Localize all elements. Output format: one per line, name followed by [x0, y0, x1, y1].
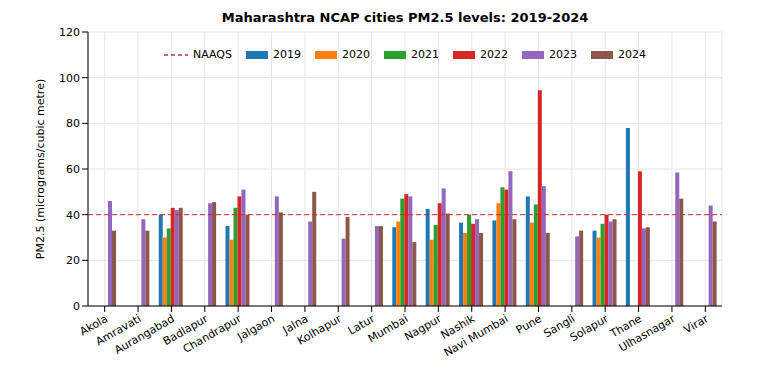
svg-text:Navi Mumbai: Navi Mumbai	[442, 312, 511, 359]
svg-text:Latur: Latur	[345, 312, 377, 338]
svg-text:Aurangabad: Aurangabad	[112, 312, 177, 357]
html-text:2024: 2024	[618, 48, 646, 61]
html-text:2023: 2023	[549, 48, 577, 61]
html-text:2020: 2020	[342, 48, 370, 61]
svg-text:Pune: Pune	[514, 312, 544, 337]
html-text:2019: 2019	[273, 48, 301, 61]
svg-text:100: 100	[59, 72, 80, 85]
html-text:NAAQS: NAAQS	[193, 48, 232, 61]
svg-text:Nashik: Nashik	[438, 312, 478, 342]
svg-text:Ulhasnagar: Ulhasnagar	[617, 312, 678, 355]
svg-text:Chandrapur: Chandrapur	[181, 312, 244, 356]
svg-text:20: 20	[66, 254, 80, 267]
svg-text:Amravati: Amravati	[93, 312, 144, 349]
html-text:2022: 2022	[480, 48, 508, 61]
svg-text:Sangli: Sangli	[541, 312, 578, 341]
svg-text:Mumbai: Mumbai	[366, 312, 411, 345]
svg-text:Virar: Virar	[682, 312, 712, 337]
svg-text:Badlapur: Badlapur	[160, 312, 211, 349]
html-text:2021: 2021	[411, 48, 439, 61]
svg-text:Solapur: Solapur	[568, 312, 611, 344]
svg-text:Akola: Akola	[77, 312, 111, 339]
svg-text:Jalgaon: Jalgaon	[235, 312, 277, 344]
html-text:Maharashtra NCAP cities PM2.5: Maharashtra NCAP cities PM2.5 levels: 20…	[221, 10, 589, 25]
svg-text:120: 120	[59, 26, 80, 39]
svg-text:60: 60	[66, 163, 80, 176]
svg-text:0: 0	[73, 300, 80, 313]
svg-text:Kolhapur: Kolhapur	[295, 312, 344, 348]
svg-text:40: 40	[66, 209, 80, 222]
svg-text:Jalna: Jalna	[280, 312, 311, 337]
svg-text:Thane: Thane	[607, 312, 644, 341]
svg-text:PM2.5 (micrograms/cubic metre): PM2.5 (micrograms/cubic metre)	[34, 79, 47, 259]
svg-text:Nagpur: Nagpur	[402, 312, 444, 344]
svg-text:80: 80	[66, 117, 80, 130]
